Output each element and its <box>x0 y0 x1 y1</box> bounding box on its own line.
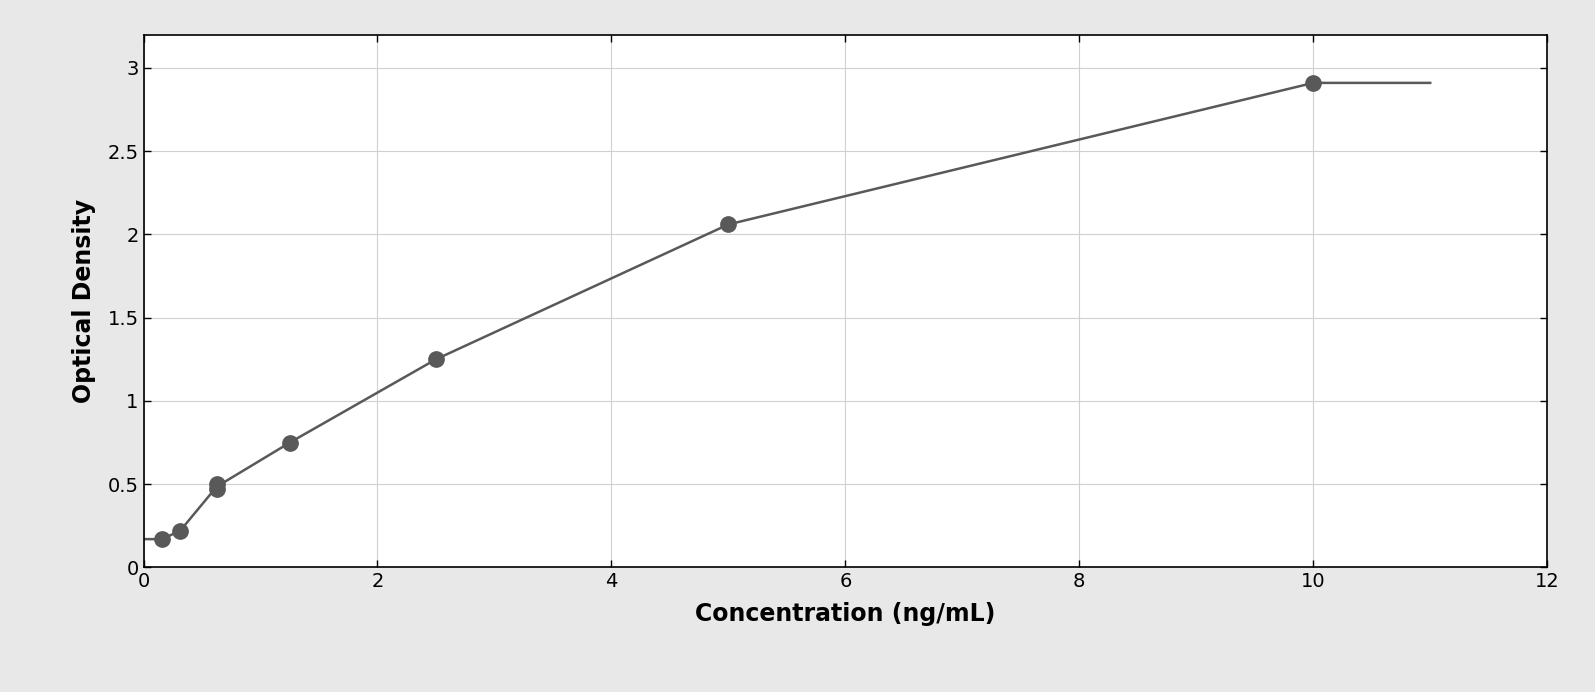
Point <box>204 479 230 490</box>
Point <box>423 354 448 365</box>
Point <box>167 525 193 536</box>
Point <box>716 219 742 230</box>
Point <box>278 437 303 448</box>
Point <box>1300 78 1325 89</box>
Point <box>148 534 174 545</box>
Point <box>204 484 230 495</box>
Y-axis label: Optical Density: Optical Density <box>72 199 96 403</box>
X-axis label: Concentration (ng/mL): Concentration (ng/mL) <box>695 603 995 626</box>
